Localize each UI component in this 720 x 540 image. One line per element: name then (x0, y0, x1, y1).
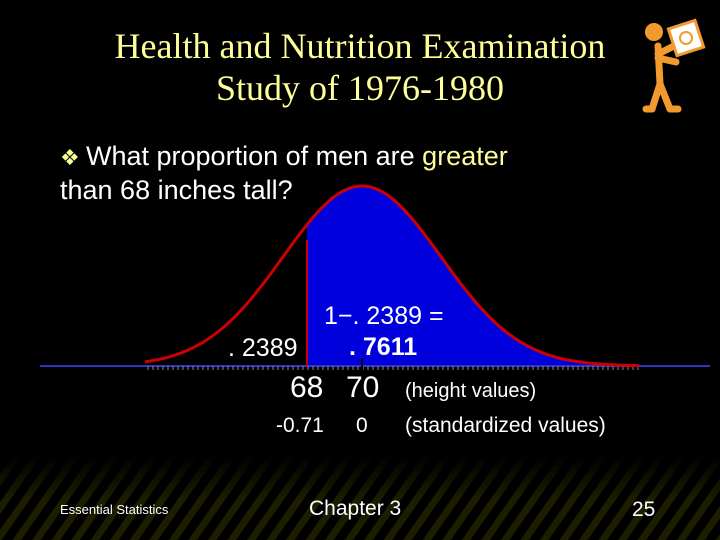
left-area-label: . 2389 (228, 334, 298, 362)
standardized-value-neg071: -0.71 (276, 414, 324, 437)
footer-chapter: Chapter 3 (309, 497, 402, 520)
height-values-caption: (height values) (405, 380, 537, 402)
diamond-bullet-icon: ❖ (60, 145, 80, 170)
question-highlight: greater (422, 141, 508, 171)
standardized-values-caption: (standardized values) (405, 414, 606, 437)
slide-title-line-1: Health and Nutrition Examination (114, 26, 606, 66)
footer-course-name: Essential Statistics (60, 502, 169, 517)
normal-curve (144, 184, 639, 368)
slide-title-line-2: Study of 1976-1980 (216, 68, 504, 108)
complement-expression: 1−. 2389 = (324, 302, 444, 330)
standardized-value-0: 0 (356, 414, 368, 437)
question-part-2: than 68 inches tall? (60, 175, 293, 205)
shaded-area-above-68 (307, 186, 640, 366)
question-text: ❖ What proportion of men are greater than… (60, 140, 620, 207)
footer-page-number: 25 (632, 498, 656, 521)
question-part-1: What proportion of men are (86, 141, 423, 171)
stick-figure-holding-sign-icon (642, 18, 706, 113)
axis-ticks (147, 366, 639, 370)
height-value-70: 70 (346, 371, 380, 404)
height-value-68: 68 (290, 371, 324, 404)
right-area-label: . 7611 (349, 333, 418, 361)
